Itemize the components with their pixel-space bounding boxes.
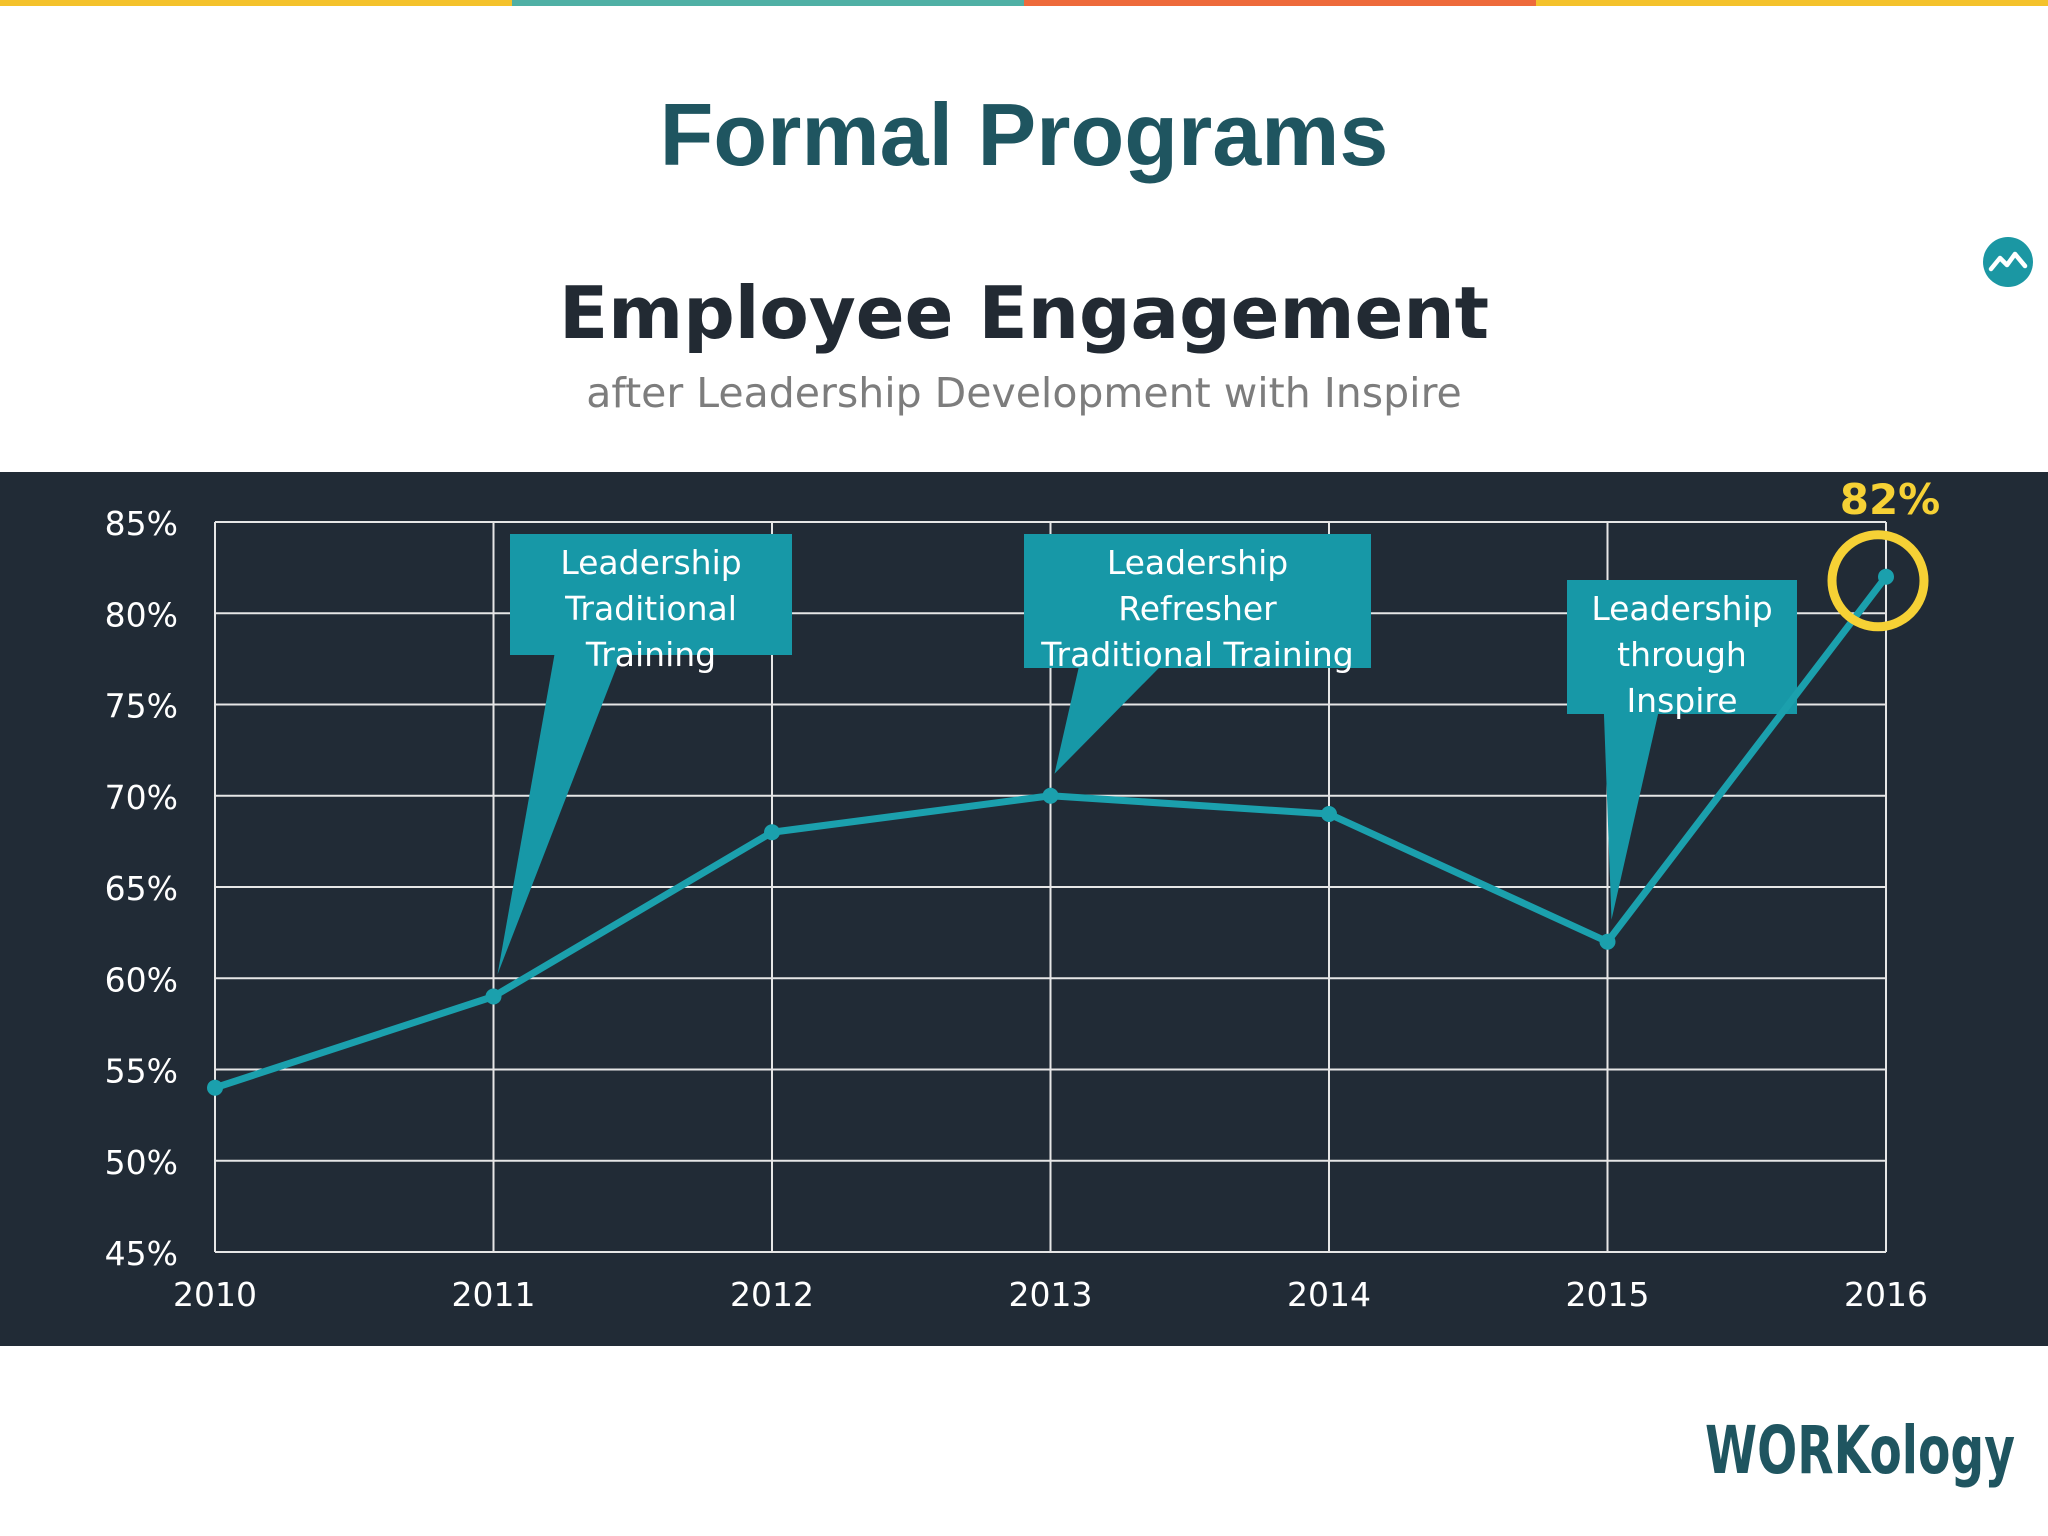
top-color-segment: [512, 0, 1024, 6]
data-point: [764, 824, 780, 841]
callout-text: through: [1617, 635, 1747, 674]
callout-text: Traditional: [564, 589, 737, 628]
y-tick-label: 80%: [105, 595, 178, 634]
highlight-label: 82%: [1840, 475, 1941, 524]
highlight-ring: [1827, 530, 1929, 632]
x-tick-label: 2010: [173, 1275, 257, 1314]
y-tick-label: 55%: [105, 1052, 178, 1091]
callout-box: [510, 534, 792, 655]
engagement-line-chart: 45% 50% 55% 60% 65% 70% 75% 80% 85% 2010 2011 2012…: [0, 472, 2048, 1346]
callout-text: Training: [585, 635, 716, 674]
annotation-callout: Leadership Refresher Traditional Training: [1024, 534, 1371, 774]
y-tick-label: 70%: [105, 778, 178, 817]
chart-title: Employee Engagement: [558, 271, 1490, 355]
y-tick-label: 60%: [105, 960, 178, 999]
top-color-segment: [0, 0, 512, 6]
data-point: [485, 988, 502, 1005]
callout-box: [1024, 534, 1371, 668]
mountain-badge-icon: [1983, 237, 2033, 287]
annotation-callouts: Leadership Traditional Training Leadership R…: [497, 534, 1797, 975]
callout-text: Refresher: [1118, 589, 1277, 628]
x-tick-label: 2016: [1844, 1275, 1928, 1314]
data-point: [207, 1079, 223, 1096]
callout-text: Leadership: [1107, 543, 1288, 582]
workology-logo: WORKology: [1705, 1412, 2015, 1489]
engagement-series: [207, 568, 1894, 1096]
annotation-callout: Leadership through Inspire: [1567, 580, 1797, 920]
y-axis-labels: 45% 50% 55% 60% 65% 70% 75% 80% 85%: [105, 504, 178, 1273]
logo-text: WORKology: [1705, 1412, 2015, 1489]
x-tick-label: 2012: [730, 1275, 814, 1314]
callout-pointer: [497, 651, 623, 975]
callout-box: [1567, 580, 1797, 714]
y-tick-label: 65%: [105, 869, 178, 908]
chart-subtitle: after Leadership Development with Inspir…: [586, 369, 1462, 417]
top-color-segment: [1536, 0, 2048, 6]
x-tick-label: 2011: [452, 1275, 536, 1314]
callout-text: Leadership: [560, 543, 741, 582]
y-tick-label: 50%: [105, 1143, 178, 1182]
y-tick-label: 45%: [105, 1234, 178, 1273]
x-tick-label: 2015: [1566, 1275, 1650, 1314]
callout-text: Traditional Training: [1040, 635, 1354, 674]
callout-text: Leadership: [1591, 589, 1772, 628]
data-point: [1599, 933, 1616, 950]
x-axis-labels: 2010 2011 2012 2013 2014 2015 2016: [173, 1275, 1928, 1314]
highlight-marker: 82%: [1827, 475, 1941, 632]
callout-text: Inspire: [1626, 681, 1737, 720]
slide-title: Formal Programs: [659, 85, 1389, 184]
data-point: [1878, 568, 1894, 585]
annotation-callout: Leadership Traditional Training: [497, 534, 792, 975]
y-tick-label: 85%: [105, 504, 178, 543]
x-tick-label: 2014: [1287, 1275, 1371, 1314]
top-color-segment: [1024, 0, 1536, 6]
data-point: [1321, 806, 1337, 822]
x-tick-label: 2013: [1009, 1275, 1093, 1314]
callout-pointer: [1054, 664, 1163, 774]
callout-pointer: [1603, 710, 1659, 920]
y-tick-label: 75%: [105, 687, 178, 726]
data-point: [1042, 787, 1059, 804]
top-color-bar: [0, 0, 2048, 6]
